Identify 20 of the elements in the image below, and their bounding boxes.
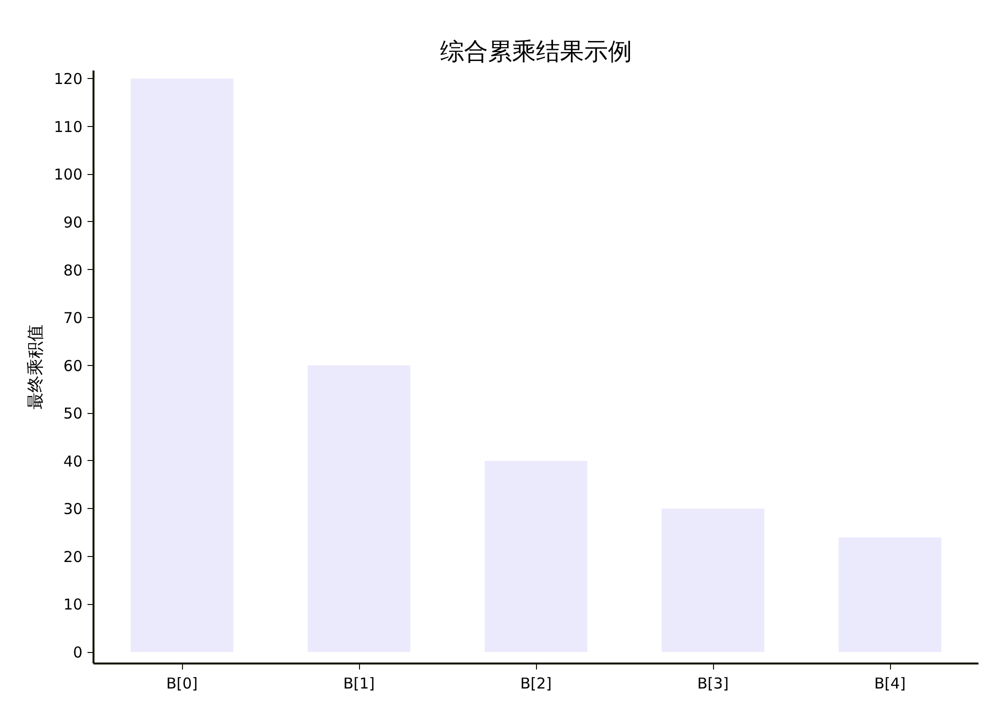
chart-title: 综合累乘结果示例 xyxy=(440,38,632,66)
x-tick-label: B[4] xyxy=(874,674,906,692)
y-tick-label: 120 xyxy=(54,70,83,88)
y-tick-label: 110 xyxy=(54,118,83,136)
y-tick-label: 50 xyxy=(63,404,83,423)
y-tick-label: 100 xyxy=(54,166,83,184)
y-tick-label: 30 xyxy=(63,500,83,518)
y-tick-label: 20 xyxy=(63,548,83,566)
y-axis-title: 最终乘积值 xyxy=(26,324,46,410)
x-tick-label: B[0] xyxy=(166,674,198,692)
y-tick-label: 70 xyxy=(63,309,83,328)
x-tick-label: B[2] xyxy=(520,674,552,692)
x-tick-label: B[3] xyxy=(697,674,729,692)
y-tick-label: 40 xyxy=(63,452,83,470)
y-tick-label: 60 xyxy=(63,356,83,375)
y-tick-label: 0 xyxy=(72,644,83,662)
y-tick-label: 80 xyxy=(63,261,83,280)
x-tick-label: B[1] xyxy=(343,674,375,692)
y-tick-label: 10 xyxy=(63,596,83,614)
y-tick-label: 90 xyxy=(63,213,83,232)
